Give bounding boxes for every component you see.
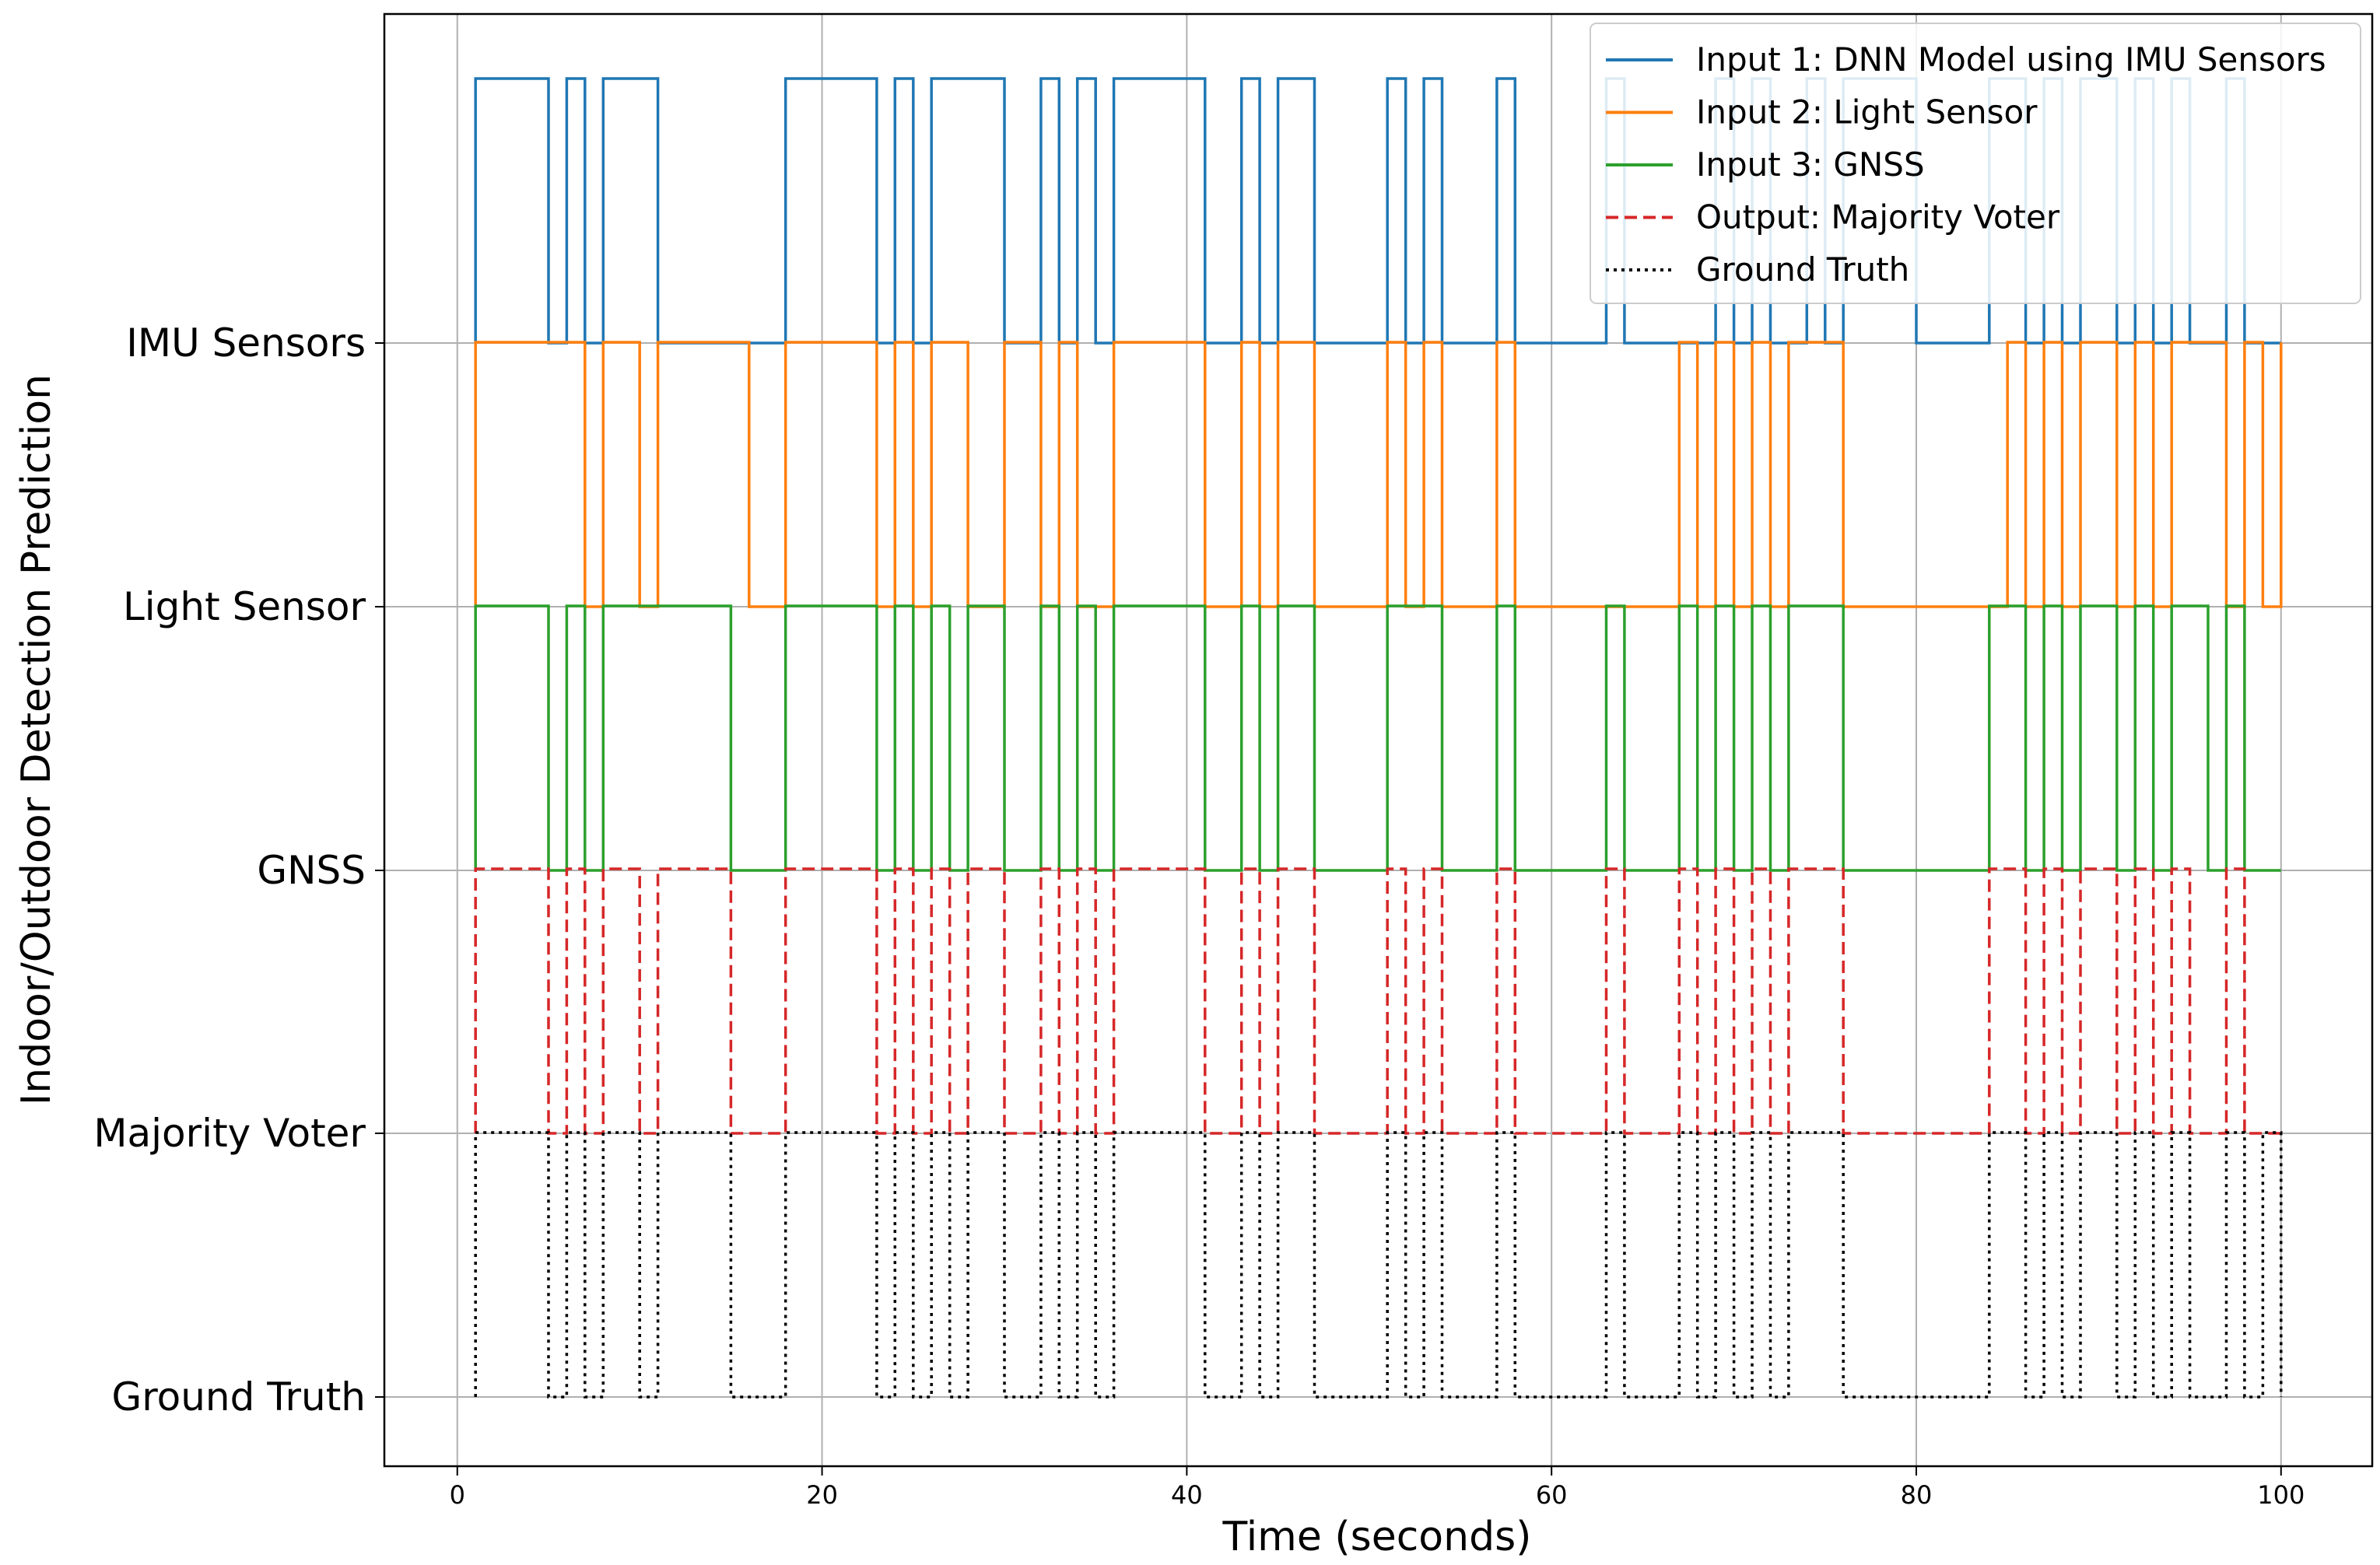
y-axis-label: Indoor/Outdoor Detection Prediction (13, 374, 60, 1105)
legend-label: Input 2: Light Sensor (1696, 93, 2038, 131)
y-tick-label: Majority Voter (93, 1111, 366, 1156)
series-line (474, 867, 2281, 1135)
y-tick-label: Light Sensor (123, 584, 366, 629)
y-tick-label: IMU Sensors (126, 320, 366, 366)
legend-label: Input 3: GNSS (1696, 145, 1925, 184)
x-tick-label: 100 (2257, 1480, 2305, 1510)
x-tick-label: 40 (1171, 1480, 1203, 1510)
series-line (474, 604, 2281, 872)
legend-box (1590, 23, 2361, 304)
legend-label: Input 1: DNN Model using IMU Sensors (1696, 40, 2326, 79)
series-line (474, 1131, 2283, 1399)
y-tick-label: GNSS (257, 848, 366, 893)
y-tick-label: Ground Truth (111, 1374, 366, 1420)
x-tick-label: 80 (1901, 1480, 1933, 1510)
x-tick-label: 0 (450, 1480, 465, 1510)
series-line (474, 77, 2281, 345)
x-tick-label: 60 (1536, 1480, 1568, 1510)
plot-frame (383, 12, 2374, 1468)
legend: Input 1: DNN Model using IMU Sensors Inpu… (1590, 23, 2361, 304)
series-line (474, 341, 2283, 608)
legend-label: Ground Truth (1696, 250, 1909, 289)
x-axis-label: Time (seconds) (1222, 1514, 1532, 1560)
x-axis-ticks: 0 20 40 60 80 100 (450, 1466, 2305, 1510)
y-axis-ticks: IMU Sensors Light Sensor GNSS Majority Vote… (93, 320, 384, 1420)
x-tick-label: 20 (806, 1480, 838, 1510)
legend-label: Output: Majority Voter (1696, 198, 2060, 236)
series-lines (474, 77, 2283, 1399)
